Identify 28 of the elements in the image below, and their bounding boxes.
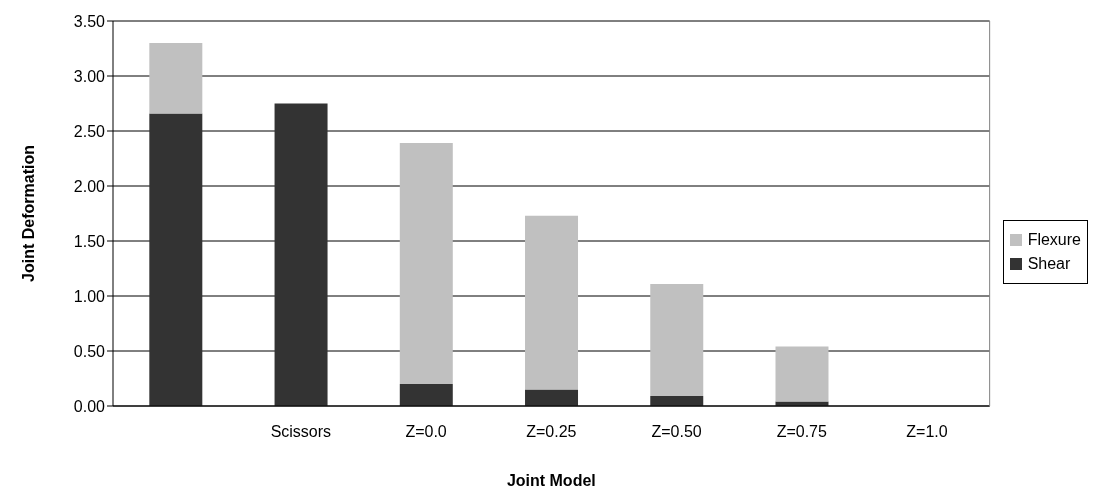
bar	[525, 389, 579, 406]
y-tick-label: 0.50	[73, 342, 106, 360]
x-axis-title: Joint Model	[506, 472, 596, 489]
legend-label: Flexure	[1027, 231, 1081, 249]
y-axis-title: Joint Deformation	[19, 145, 37, 282]
y-tick-label: 3.00	[73, 67, 106, 85]
bar	[650, 283, 704, 397]
y-tick-label: 2.50	[73, 122, 106, 140]
y-tick-label: 1.00	[73, 287, 106, 305]
y-tick-label: 3.50	[73, 12, 106, 30]
x-tick-label: Z=0.75	[776, 423, 828, 441]
bar	[149, 113, 203, 406]
x-tick-label: Z=0.50	[651, 423, 702, 441]
x-tick-label: Z=1.0	[906, 423, 948, 441]
bar	[525, 215, 579, 390]
y-tick-label: 2.00	[73, 177, 106, 195]
bar	[775, 346, 829, 402]
x-tick-label: Z=0.0	[405, 423, 447, 441]
y-tick-label: 0.00	[73, 397, 106, 415]
bar	[149, 43, 203, 114]
bar	[650, 396, 704, 406]
x-tick-label: Scissors	[270, 423, 332, 441]
bar	[399, 143, 453, 384]
y-tick-label: 1.50	[73, 232, 106, 250]
bar	[399, 384, 453, 406]
legend-label: Shear	[1027, 255, 1071, 273]
x-tick-label: Z=0.25	[526, 423, 577, 441]
bar	[274, 103, 328, 406]
